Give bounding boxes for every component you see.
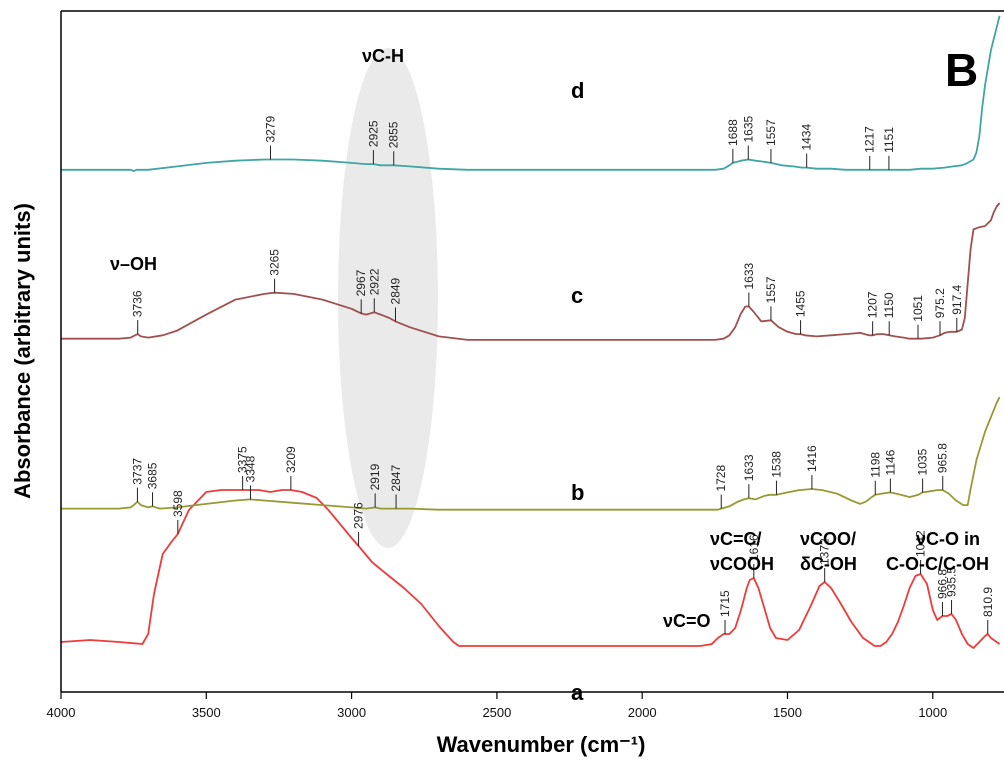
peak-label-c-3736: 3736	[131, 290, 145, 317]
peak-label-c-1207: 1207	[866, 291, 880, 318]
peak-label-b-965.8: 965.8	[936, 443, 950, 473]
annotation-voh: ν–OH	[110, 254, 157, 274]
peak-label-c-2922: 2922	[367, 268, 381, 295]
x-tick-label-1000: 1000	[918, 705, 947, 720]
annotation-vco: νC=O	[663, 611, 711, 631]
peak-label-b-1146: 1146	[883, 449, 897, 475]
peak-label-a-966.8: 966.8	[935, 569, 949, 599]
peak-label-a-935.5: 935.5	[945, 567, 959, 597]
series-letter-a: a	[571, 680, 584, 705]
peak-label-d-1688: 1688	[726, 119, 740, 146]
x-axis-title: Wavenumber (cm⁻¹)	[437, 732, 646, 757]
x-tick-label-3000: 3000	[337, 705, 366, 720]
peak-label-b-1416: 1416	[805, 445, 819, 472]
series-b-line	[61, 396, 1001, 511]
peak-labels-group: 3598 3375 3209 2976 1715 1616 1372 1042 966.8935…	[130, 115, 995, 634]
peak-label-a-1616: 1616	[747, 534, 761, 561]
peak-label-c-975.2: 975.2	[933, 288, 947, 318]
peak-label-c-3265: 3265	[268, 249, 282, 276]
peak-label-d-3279: 3279	[264, 115, 278, 142]
x-tick-label-2000: 2000	[628, 705, 657, 720]
series-a-line	[60, 489, 1001, 649]
peak-label-c-2967: 2967	[354, 269, 368, 296]
peak-label-d-1635: 1635	[741, 115, 755, 142]
x-tick-label-2500: 2500	[482, 705, 511, 720]
peak-label-d-1434: 1434	[800, 124, 814, 151]
peak-label-d-1151: 1151	[882, 127, 896, 153]
peak-label-b-1633: 1633	[742, 454, 756, 481]
x-tick-label-3500: 3500	[192, 705, 221, 720]
peak-label-d-2925: 2925	[366, 120, 380, 147]
peak-label-b-3348: 3348	[243, 455, 257, 482]
peak-label-b-3737: 3737	[130, 458, 144, 485]
panel-letter: B	[945, 44, 978, 96]
peak-label-c-1633: 1633	[742, 262, 756, 289]
x-axis-ticks: 4000 3500 3000 2500 2000 1500 1000	[47, 692, 947, 720]
peak-label-a-3209: 3209	[284, 446, 298, 473]
peak-label-c-1557: 1557	[764, 276, 778, 303]
series-c-line	[61, 202, 1001, 341]
peak-label-c-917.4: 917.4	[950, 284, 964, 314]
annotation-vch: νC-H	[362, 46, 404, 66]
peak-label-a-3375: 3375	[236, 446, 250, 473]
series-letter-c: c	[571, 283, 583, 308]
peak-label-d-2855: 2855	[387, 121, 401, 148]
peak-label-b-1035: 1035	[916, 448, 930, 475]
annotation-vcc-1: νC=C/	[710, 529, 762, 549]
y-axis-title: Absorbance (arbitrary units)	[10, 203, 35, 499]
peak-label-c-1051: 1051	[911, 295, 925, 322]
peak-label-b-1728: 1728	[714, 465, 728, 492]
peak-label-c-1150: 1150	[882, 292, 896, 318]
peak-label-d-1217: 1217	[863, 126, 877, 153]
x-tick-label-4000: 4000	[47, 705, 76, 720]
peak-label-b-1198: 1198	[868, 452, 882, 478]
annotation-vcc-2: νCOOH	[710, 554, 774, 574]
peak-label-b-2919: 2919	[368, 463, 382, 490]
peak-label-c-1455: 1455	[794, 290, 808, 317]
x-tick-label-1500: 1500	[773, 705, 802, 720]
series-d-line	[61, 15, 1001, 172]
spectra-group	[60, 15, 1001, 649]
annotation-vcoo-1: νCOO/	[800, 529, 856, 549]
peak-label-c-2849: 2849	[388, 277, 402, 304]
peak-label-a-1372: 1372	[818, 538, 832, 565]
annotation-vcoin-2: C-O-C/C-OH	[886, 554, 989, 574]
ch-stretch-highlight	[338, 48, 438, 548]
annotation-vcoin-1: νC-O in	[916, 529, 980, 549]
annotation-vcoo-2: δC-OH	[800, 554, 857, 574]
peak-label-a-1042: 1042	[914, 530, 928, 557]
peak-label-a-810.9: 810.9	[981, 587, 995, 617]
peak-label-a-3598: 3598	[171, 490, 185, 517]
peak-label-a-2976: 2976	[352, 502, 366, 529]
series-letter-d: d	[571, 78, 584, 103]
peak-label-b-2847: 2847	[389, 465, 403, 492]
peak-label-d-1557: 1557	[764, 119, 778, 146]
peak-label-a-1715: 1715	[718, 590, 732, 617]
peak-label-b-3685: 3685	[146, 462, 160, 489]
series-letter-b: b	[571, 480, 584, 505]
peak-label-b-1538: 1538	[769, 451, 783, 478]
